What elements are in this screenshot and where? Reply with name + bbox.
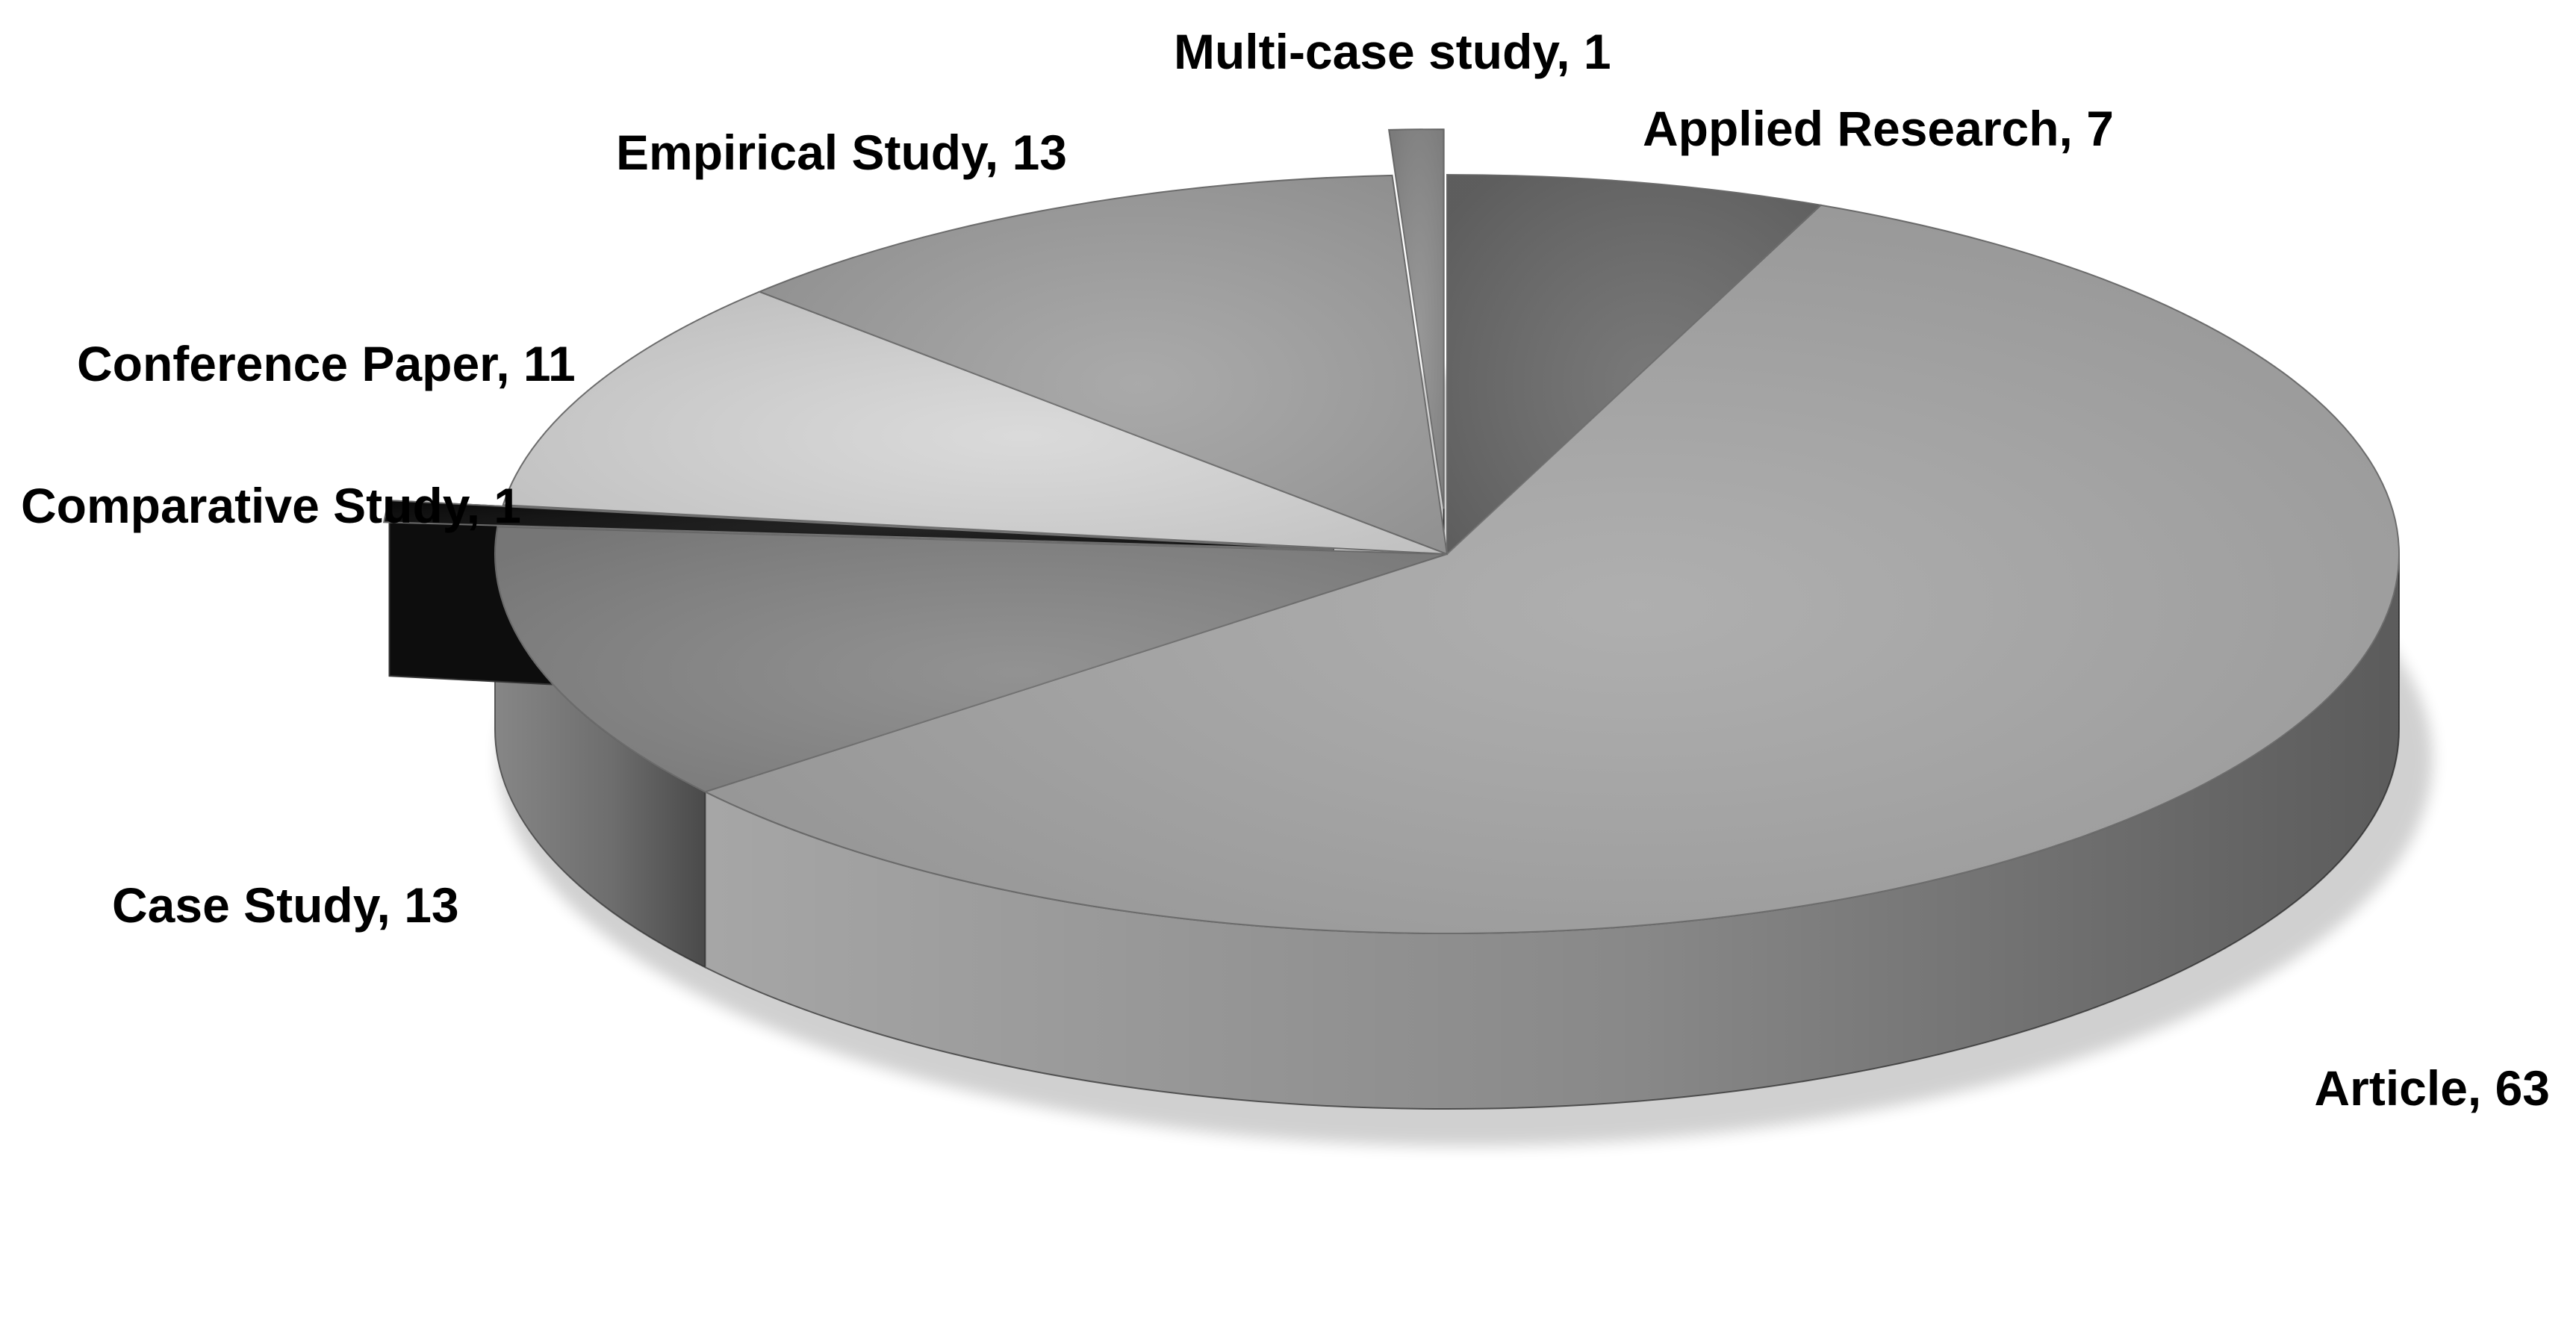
pie-slice-shade-comparative-study: [384, 500, 1334, 550]
pie-slice-shade-case-study: [495, 526, 1447, 792]
pie-slice-shade-article: [705, 205, 2399, 933]
data-label-empirical-study: Empirical Study, 13: [616, 125, 1067, 180]
data-label-conference-paper: Conference Paper, 11: [77, 336, 576, 391]
data-label-case-study: Case Study, 13: [112, 877, 459, 933]
data-label-comparative-study: Comparative Study, 1: [21, 478, 521, 533]
pie-slice-shade-empirical-study: [759, 175, 1447, 555]
pie-slice-shade-conference-paper: [503, 291, 1447, 554]
data-label-multi-case-study: Multi-case study, 1: [1174, 24, 1611, 79]
pie-slice-shade-applied-research: [1447, 175, 1821, 554]
pie-slice-shade-multi-case-study: [1389, 129, 1444, 509]
pie-side-shade-article: [705, 554, 2399, 1109]
data-label-article: Article, 63: [2315, 1060, 2551, 1116]
pie-side-shade-case-study: [495, 554, 706, 968]
data-label-applied-research: Applied Research, 7: [1643, 101, 2114, 156]
